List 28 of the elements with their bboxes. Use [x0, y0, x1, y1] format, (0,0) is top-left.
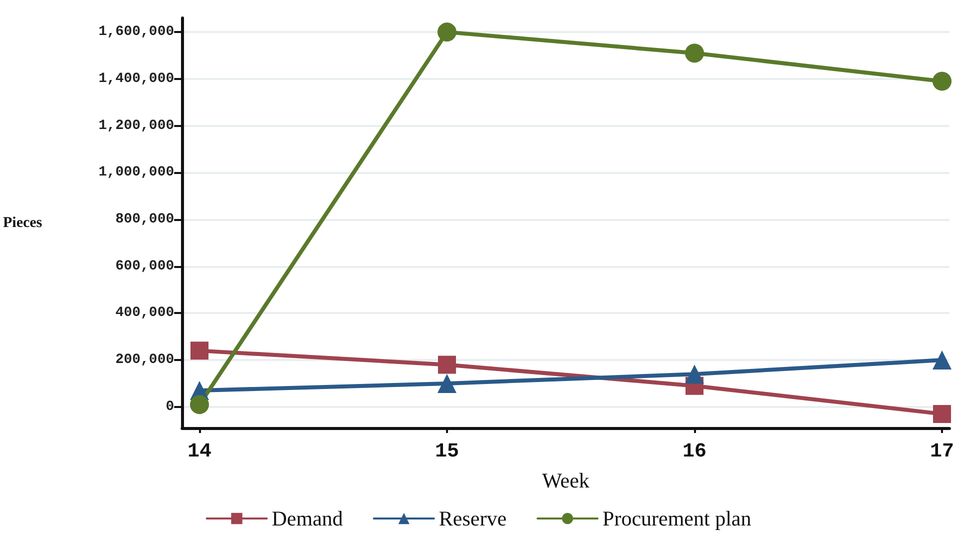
- point: [685, 44, 704, 63]
- y-tick-label: 1,000,000: [98, 164, 174, 181]
- x-tick-label: 16: [682, 440, 707, 464]
- y-tick-label: 1,400,000: [98, 70, 174, 87]
- point: [932, 350, 952, 370]
- point: [438, 22, 456, 42]
- x-tick-label: 14: [187, 440, 212, 464]
- point: [190, 395, 209, 414]
- point: [190, 342, 208, 360]
- point: [438, 356, 456, 374]
- y-tick-label: 0: [166, 398, 174, 415]
- legend-label: Procurement plan: [602, 506, 752, 530]
- y-axis-title: Pieces: [3, 215, 42, 231]
- y-tick-label: 200,000: [115, 352, 174, 368]
- x-axis-title: Week: [542, 468, 590, 492]
- x-tick-label: 17: [930, 440, 954, 464]
- point: [437, 374, 456, 393]
- point: [932, 72, 952, 91]
- y-tick-label: 400,000: [115, 305, 174, 322]
- legend-label: Demand: [272, 506, 344, 530]
- y-tick-label: 600,000: [115, 258, 174, 274]
- point: [685, 364, 704, 384]
- y-tick-label: 1,600,000: [98, 24, 174, 40]
- point: [933, 404, 952, 423]
- legend-label: Reserve: [438, 506, 507, 530]
- x-tick-label: 15: [434, 440, 459, 464]
- y-tick-label: 800,000: [115, 211, 174, 228]
- y-tick-label: 1,200,000: [98, 118, 174, 134]
